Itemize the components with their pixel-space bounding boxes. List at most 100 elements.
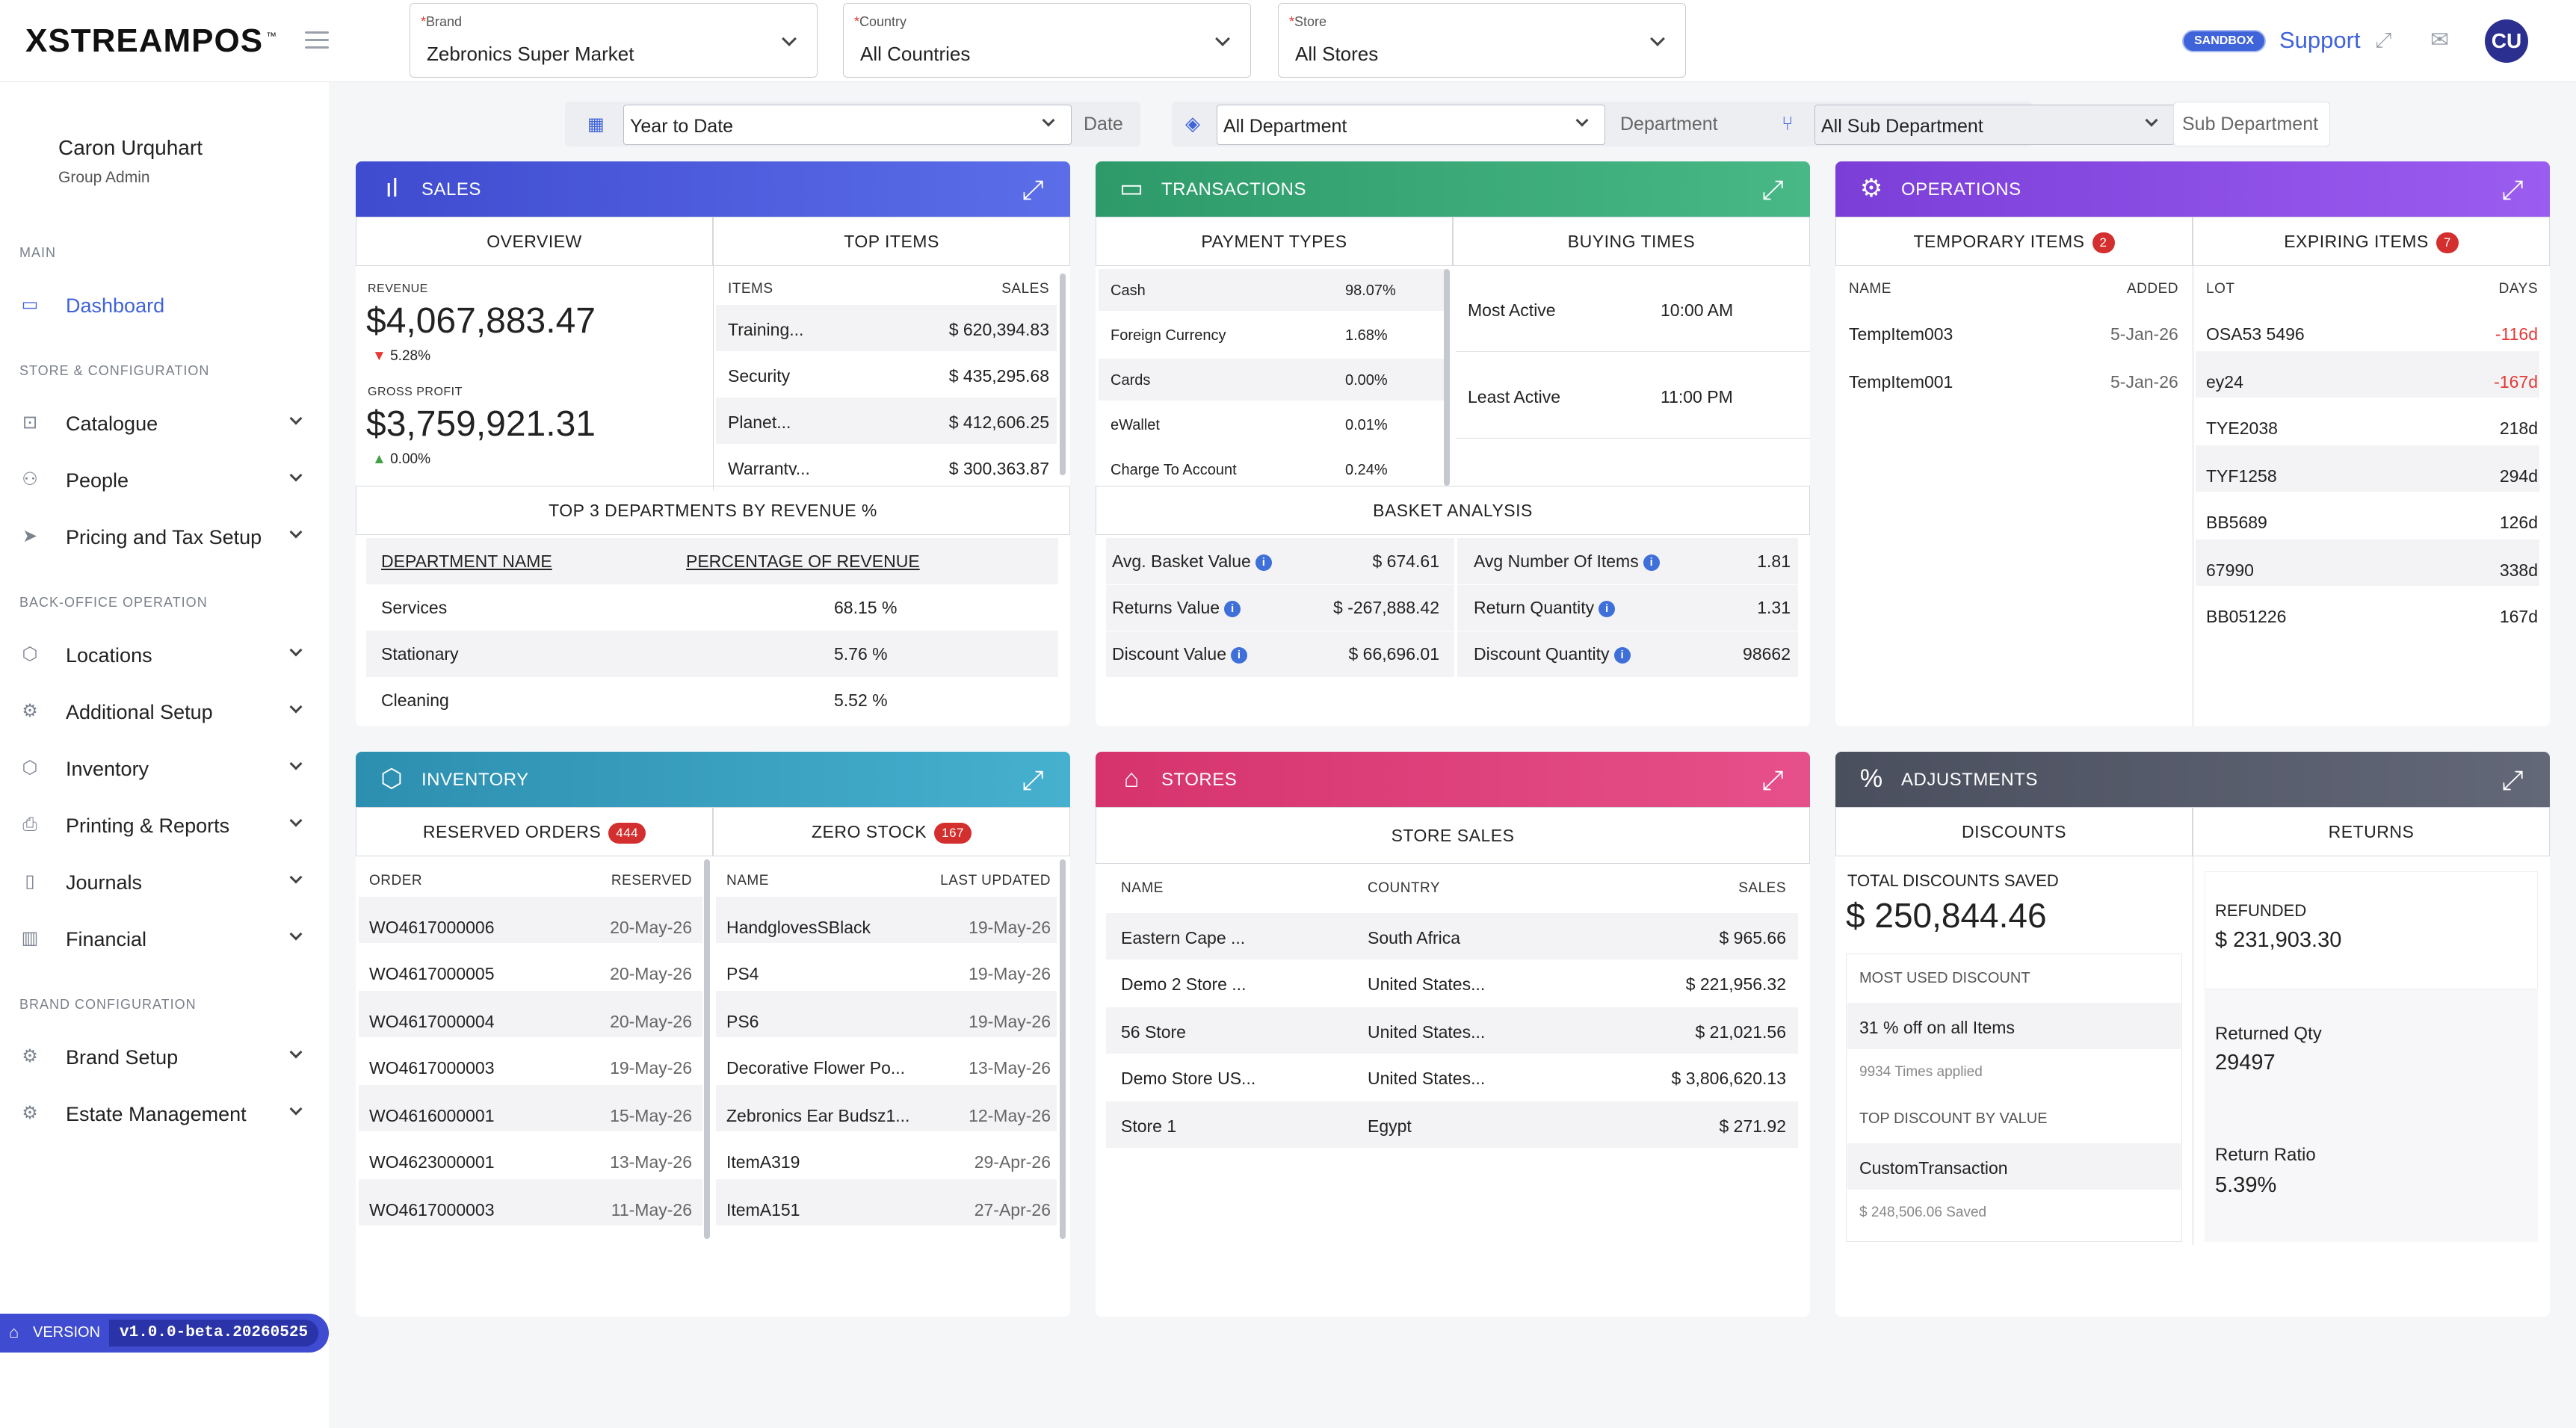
exp-days: 338d	[2499, 560, 2538, 580]
zero-name: ItemA151	[726, 1200, 800, 1220]
chevron-down-icon	[1575, 114, 1589, 127]
exp-days: -167d	[2494, 372, 2538, 392]
tab-discounts[interactable]: DISCOUNTS	[1835, 807, 2193, 856]
chevron-down-icon	[289, 927, 303, 941]
total-discounts-value: $ 250,844.46	[1846, 896, 2047, 935]
external-link-icon[interactable]: ⤢	[2375, 28, 2392, 52]
journal-icon: ▯	[25, 871, 35, 891]
info-icon[interactable]: i	[1255, 554, 1272, 571]
dept-pct: 5.76 %	[834, 644, 888, 664]
sidebar-item-inventory[interactable]: ⬡ Inventory	[19, 749, 311, 788]
info-icon[interactable]: i	[1231, 646, 1247, 664]
sub-department-label: Sub Department	[2182, 114, 2319, 135]
zero-name: HandglovesSBlack	[726, 918, 871, 937]
sidebar-item-financial[interactable]: ▥ Financial	[19, 919, 311, 958]
adjustments-header: % ADJUSTMENTS ⤢	[1835, 752, 2550, 807]
sidebar-item-catalogue[interactable]: ⊡ Catalogue	[19, 404, 311, 442]
tab-zero-stock[interactable]: ZERO STOCK 167	[713, 807, 1070, 856]
mail-icon[interactable]: ✉	[2430, 28, 2450, 52]
basket-label: Discount Quantity	[1474, 644, 1610, 664]
avatar[interactable]: CU	[2485, 19, 2528, 63]
sidebar-item-dashboard[interactable]: ▭ Dashboard	[19, 285, 311, 324]
info-icon[interactable]: i	[1613, 646, 1631, 664]
app-logo[interactable]: XSTREAMPOS ™	[25, 22, 278, 59]
department-select[interactable]: All Department	[1217, 105, 1605, 145]
sidebar-item-printing-reports[interactable]: ⎙ Printing & Reports	[19, 806, 311, 844]
most-active-value: 10:00 AM	[1661, 300, 1734, 320]
scrollbar[interactable]	[1444, 269, 1450, 486]
expand-icon[interactable]: ⤢	[1022, 764, 1044, 795]
sidebar-item-brand-setup[interactable]: ⚙ Brand Setup	[19, 1037, 311, 1076]
sidebar-item-estate-management[interactable]: ⚙ Estate Management	[19, 1094, 311, 1133]
dept-col-name[interactable]: DEPARTMENT NAME	[381, 551, 552, 571]
temp-item-name: TempItem001	[1849, 372, 1953, 392]
reserved-date: 20-May-26	[610, 918, 692, 937]
credit-card-icon: ▭	[1119, 174, 1144, 203]
payment-pct: 0.24%	[1345, 462, 1388, 478]
sidebar-item-people[interactable]: ⚇ People	[19, 460, 311, 499]
chevron-down-icon	[289, 814, 303, 827]
payment-pct: 1.68%	[1345, 327, 1388, 344]
expand-icon[interactable]: ⤢	[2501, 764, 2524, 795]
revenue-value: $4,067,883.47	[366, 301, 596, 341]
dept-col-percentage[interactable]: PERCENTAGE OF REVENUE	[686, 551, 920, 571]
chevron-down-icon	[289, 412, 303, 425]
gear-icon: ⚙	[22, 1103, 38, 1123]
tab-returns[interactable]: RETURNS	[2193, 807, 2550, 856]
scrollbar[interactable]	[1060, 273, 1066, 475]
dept-pct: 5.52 %	[834, 690, 888, 710]
info-icon[interactable]: i	[1643, 554, 1660, 571]
expand-icon[interactable]: ⤢	[1022, 174, 1044, 205]
reserved-date: 19-May-26	[610, 1058, 692, 1078]
tab-overview[interactable]: OVERVIEW	[356, 217, 713, 266]
tab-top-items[interactable]: TOP ITEMS	[713, 217, 1070, 266]
scrollbar[interactable]	[704, 859, 710, 1239]
store-name: Demo 2 Store ...	[1121, 974, 1247, 994]
zero-name: Decorative Flower Po...	[726, 1058, 906, 1078]
reserved-order: WO4617000005	[369, 964, 495, 983]
department-label: Department	[1620, 114, 1718, 135]
res-col-reserved: RESERVED	[611, 873, 692, 888]
top-item-sales: $ 620,394.83	[948, 320, 1049, 339]
basket-value: 1.31	[1757, 598, 1791, 617]
layers-icon: ◈	[1185, 112, 1200, 135]
country-select[interactable]: *Country All Countries	[843, 3, 1251, 78]
expand-icon[interactable]: ⤢	[2501, 174, 2524, 205]
store-select[interactable]: *Store All Stores	[1278, 3, 1686, 78]
count-badge: 444	[608, 822, 646, 844]
top-value-label: TOP DISCOUNT BY VALUE	[1859, 1110, 2048, 1127]
basket-value: 98662	[1743, 644, 1791, 664]
info-icon[interactable]: i	[1599, 600, 1616, 617]
tab-buying-times[interactable]: BUYING TIMES	[1453, 217, 1810, 266]
reserved-order: WO4617000003	[369, 1058, 495, 1078]
info-icon[interactable]: i	[1224, 600, 1241, 617]
store-name: 56 Store	[1121, 1022, 1186, 1042]
dept-name: Stationary	[381, 644, 459, 664]
support-link[interactable]: Support	[2279, 27, 2361, 53]
zero-date: 27-Apr-26	[974, 1200, 1051, 1220]
expand-icon[interactable]: ⤢	[1761, 174, 1784, 205]
tab-store-sales[interactable]: STORE SALES	[1096, 807, 1810, 864]
least-active-value: 11:00 PM	[1661, 387, 1733, 407]
refunded-label: REFUNDED	[2215, 901, 2307, 920]
date-select[interactable]: Year to Date	[623, 105, 1072, 145]
store-name: Eastern Cape ...	[1121, 928, 1246, 948]
sales-card: ıl SALES ⤢ OVERVIEW TOP ITEMS REVENUE $4…	[356, 161, 1070, 726]
exp-lot: TYE2038	[2206, 418, 2278, 438]
scrollbar[interactable]	[1060, 859, 1066, 1239]
expand-icon[interactable]: ⤢	[1761, 764, 1784, 795]
menu-toggle-icon[interactable]	[305, 31, 329, 49]
brand-select[interactable]: *Brand Zebronics Super Market	[410, 3, 818, 78]
sidebar-item-locations[interactable]: ⬡ Locations	[19, 635, 311, 674]
store-country: South Africa	[1368, 928, 1461, 948]
tab-payment-types[interactable]: PAYMENT TYPES	[1096, 217, 1453, 266]
sidebar-item-pricing[interactable]: ➤ Pricing and Tax Setup	[19, 517, 311, 556]
tab-expiring-items[interactable]: EXPIRING ITEMS 7	[2193, 217, 2550, 266]
dept-pct: 68.15 %	[834, 598, 898, 617]
tab-temporary-items[interactable]: TEMPORARY ITEMS 2	[1835, 217, 2193, 266]
tab-reserved-orders[interactable]: RESERVED ORDERS 444	[356, 807, 713, 856]
sidebar-item-additional-setup[interactable]: ⚙ Additional Setup	[19, 692, 311, 731]
chevron-down-icon	[1650, 31, 1665, 46]
sidebar-item-journals[interactable]: ▯ Journals	[19, 862, 311, 901]
sub-department-select[interactable]: All Sub Department	[1814, 105, 2175, 145]
